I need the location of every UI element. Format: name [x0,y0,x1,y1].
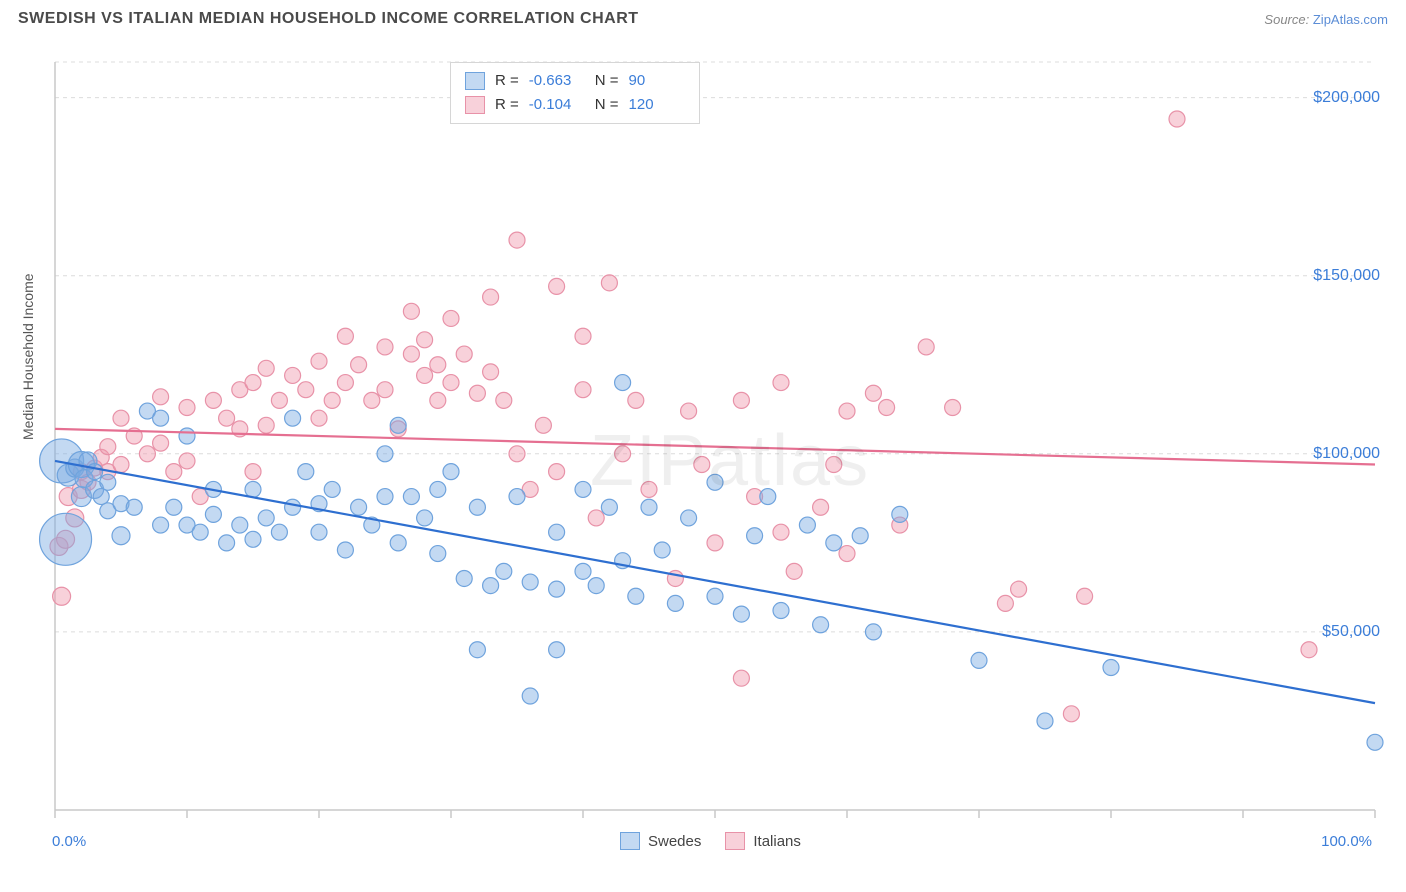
correlation-row-swedes: R =-0.663 N =90 [465,69,685,93]
y-tick-label: $150,000 [1313,267,1380,285]
series-legend: Swedes Italians [620,832,801,850]
y-tick-label: $200,000 [1313,89,1380,107]
x-axis-max-label: 100.0% [1321,833,1372,850]
swatch-swedes-icon [465,72,485,90]
legend-swatch-italians-icon [725,832,745,850]
x-axis-min-label: 0.0% [52,833,86,850]
y-tick-label: $100,000 [1313,445,1380,463]
source-credit: Source: ZipAtlas.com [1264,12,1388,27]
chart-container: Median Household Income ZIPatlas R =-0.6… [30,40,1390,850]
correlation-row-italians: R =-0.104 N =120 [465,93,685,117]
legend-item-italians: Italians [725,832,801,850]
chart-title: SWEDISH VS ITALIAN MEDIAN HOUSEHOLD INCO… [18,10,639,28]
source-link[interactable]: ZipAtlas.com [1313,12,1388,27]
scatter-plot-svg [30,40,1390,850]
y-tick-label: $50,000 [1322,623,1380,641]
legend-swatch-swedes-icon [620,832,640,850]
correlation-legend-box: R =-0.663 N =90 R =-0.104 N =120 [450,62,700,124]
swatch-italians-icon [465,96,485,114]
legend-item-swedes: Swedes [620,832,701,850]
